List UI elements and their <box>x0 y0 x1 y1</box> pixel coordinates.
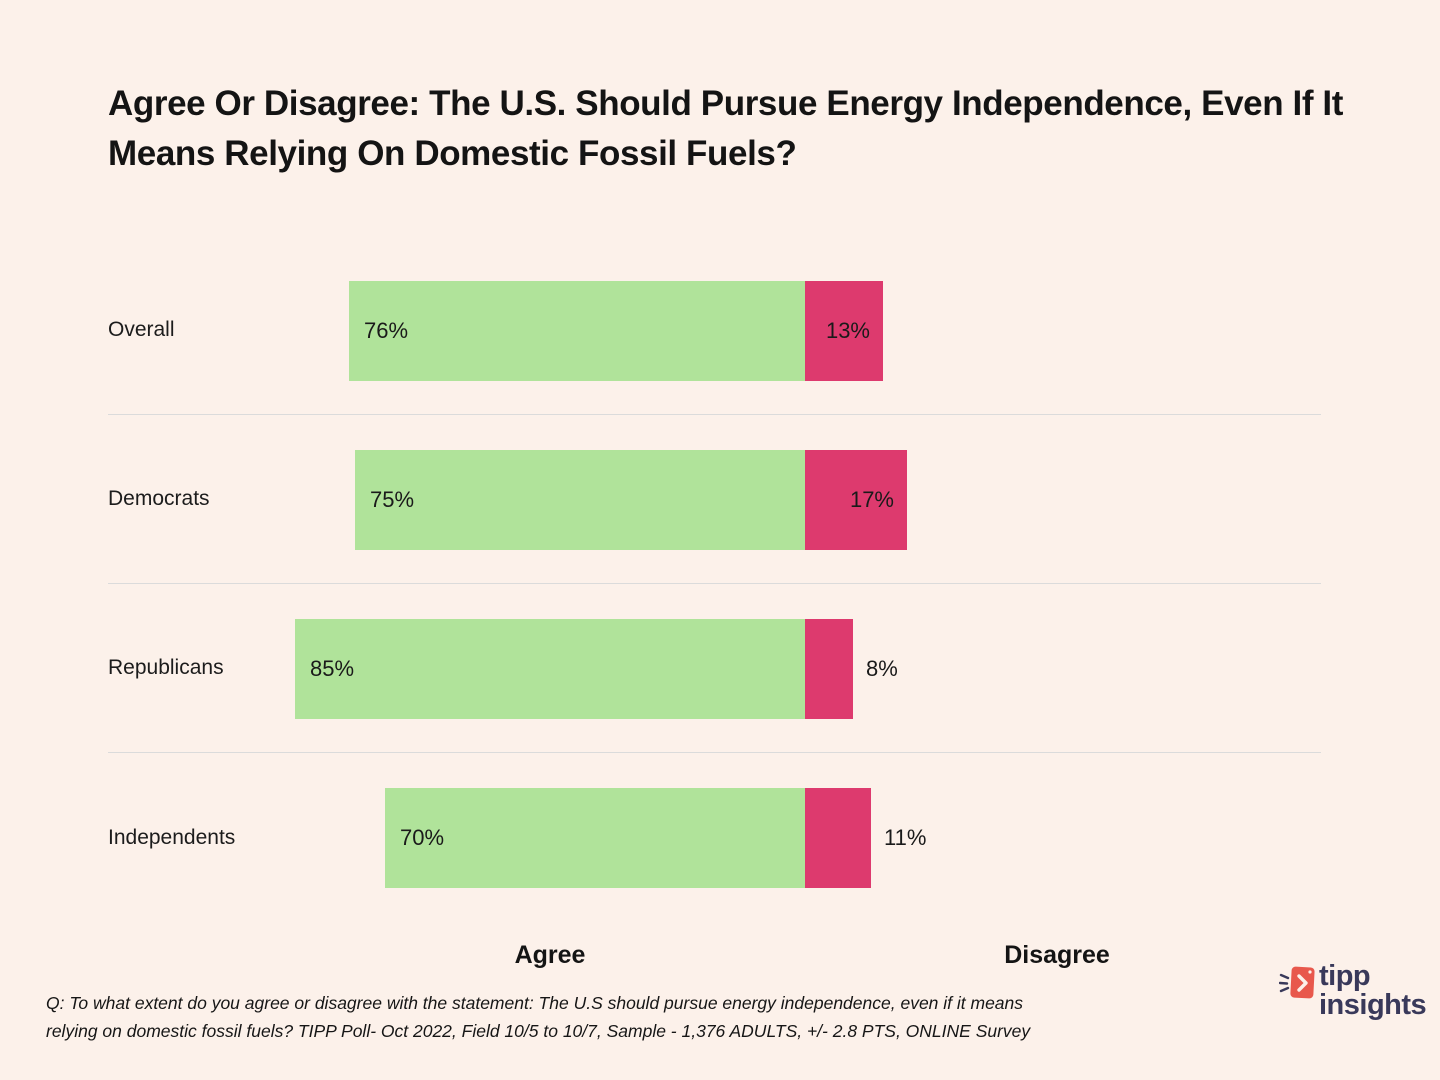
survey-footnote: Q: To what extent do you agree or disagr… <box>46 989 1176 1045</box>
legend-agree-label: Agree <box>514 941 586 969</box>
disagree-value-label: 8% <box>866 656 898 681</box>
chart-row-independents: Independents 70% 11% <box>108 753 1321 922</box>
agree-bar: 70% <box>385 788 805 888</box>
agree-bar: 75% <box>355 450 805 550</box>
disagree-value-label: 17% <box>849 487 894 512</box>
disagree-bar: 17% <box>805 450 907 550</box>
disagree-value-label: 13% <box>825 318 870 343</box>
disagree-bar: 8% <box>805 619 898 719</box>
category-label: Democrats <box>108 487 210 510</box>
agree-bar: 85% <box>295 619 805 719</box>
disagree-bar: 13% <box>805 281 883 381</box>
brand-line-insights: insights <box>1319 989 1427 1021</box>
footnote-line-1: Q: To what extent do you agree or disagr… <box>46 993 1024 1013</box>
brand-line-tipp: tipp <box>1319 960 1371 992</box>
disagree-bar: 11% <box>805 788 926 888</box>
chart-row-republicans: Republicans 85% 8% <box>108 584 1321 753</box>
category-label: Republicans <box>108 656 224 679</box>
agree-bar: 76% <box>349 281 805 381</box>
agree-value-label: 85% <box>310 656 355 681</box>
brand-name: tipp insights <box>1319 960 1427 1021</box>
chart-title: Agree Or Disagree: The U.S. Should Pursu… <box>108 84 1343 173</box>
chart-row-overall: Overall 76% 13% <box>108 246 1321 415</box>
tipp-insights-logo: tipp insights <box>1278 960 1427 1021</box>
tipp-logo-icon <box>1278 965 1315 1012</box>
legend-disagree-label: Disagree <box>1004 941 1110 969</box>
category-label: Overall <box>108 318 175 341</box>
agree-value-label: 70% <box>400 825 445 850</box>
agree-value-label: 76% <box>364 318 409 343</box>
chart-row-democrats: Democrats 75% 17% <box>108 415 1321 584</box>
agree-value-label: 75% <box>370 487 415 512</box>
category-label: Independents <box>108 825 236 849</box>
footnote-line-2: relying on domestic fossil fuels? TIPP P… <box>46 1021 1031 1041</box>
disagree-value-label: 11% <box>884 825 927 850</box>
bar-chart: Overall 76% 13% Democrats 75% 17% Republ… <box>108 246 1321 922</box>
